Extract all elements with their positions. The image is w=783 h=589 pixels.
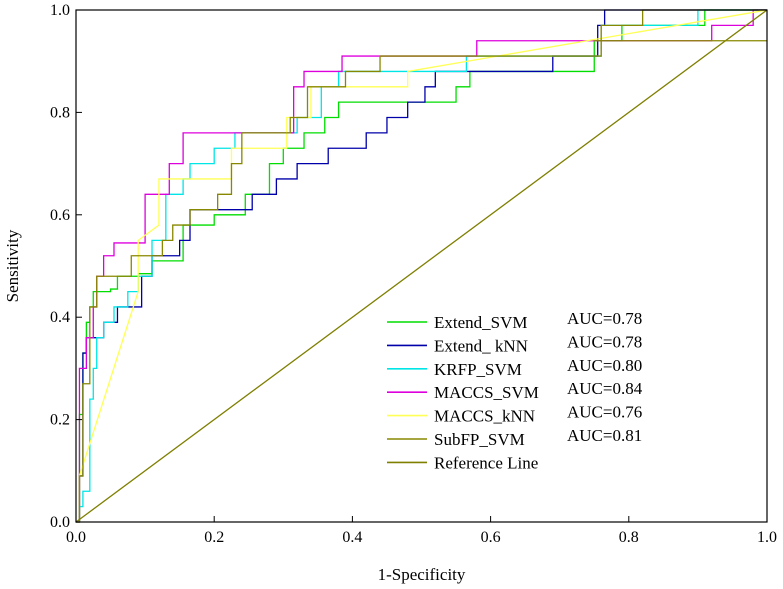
series-group bbox=[75, 9, 768, 523]
axes-group bbox=[75, 9, 768, 523]
y-tick-label: 0.6 bbox=[50, 207, 70, 224]
x-tick-label: 0.2 bbox=[204, 529, 224, 546]
y-axis-label: Sensitivity bbox=[3, 229, 22, 302]
tick-group: 0.0 0.2 0.4 0.6 0.8 1.0 0.0 0.2 0.4 0.6 0.8 1.0 bbox=[50, 2, 777, 546]
legend-label-maccs-svm: MACCS_SVM bbox=[434, 383, 539, 402]
x-tick-label: 1.0 bbox=[757, 529, 777, 546]
x-tick-label: 0.6 bbox=[481, 529, 501, 546]
legend-auc-maccs-svm: AUC=0.84 bbox=[567, 379, 643, 398]
legend-auc-subfp-svm: AUC=0.81 bbox=[567, 426, 642, 445]
legend-auc-extend-svm: AUC=0.78 bbox=[567, 309, 642, 328]
y-tick-label: 0.4 bbox=[50, 309, 70, 326]
legend-label-maccs-knn: MACCS_kNN bbox=[434, 407, 535, 426]
y-tick-label: 0.0 bbox=[50, 514, 70, 531]
y-tick-label: 0.8 bbox=[50, 104, 70, 121]
x-axis-label: 1-Specificity bbox=[378, 565, 466, 584]
legend-auc-maccs-knn: AUC=0.76 bbox=[567, 403, 642, 422]
legend-label-extend-knn: Extend_ kNN bbox=[434, 336, 528, 355]
legend: Extend_SVM AUC=0.78 Extend_ kNN AUC=0.78 KRF… bbox=[387, 309, 643, 472]
legend-label-reference-line: Reference Line bbox=[434, 453, 538, 472]
series-line-reference-line bbox=[75, 9, 768, 523]
legend-auc-krfp-svm: AUC=0.80 bbox=[567, 356, 642, 375]
plot-frame bbox=[75, 9, 768, 523]
y-tick-label: 1.0 bbox=[50, 2, 70, 19]
legend-label-subfp-svm: SubFP_SVM bbox=[434, 430, 525, 449]
legend-label-extend-svm: Extend_SVM bbox=[434, 313, 528, 332]
x-tick-label: 0.4 bbox=[342, 529, 362, 546]
series-line-subfp-svm bbox=[76, 9, 767, 523]
legend-label-krfp-svm: KRFP_SVM bbox=[434, 360, 522, 379]
y-tick-label: 0.2 bbox=[50, 412, 70, 429]
x-tick-label: 0.8 bbox=[619, 529, 639, 546]
series-line-maccs-svm bbox=[76, 9, 767, 523]
legend-auc-extend-knn: AUC=0.78 bbox=[567, 332, 642, 351]
x-tick-label: 0.0 bbox=[66, 529, 86, 546]
